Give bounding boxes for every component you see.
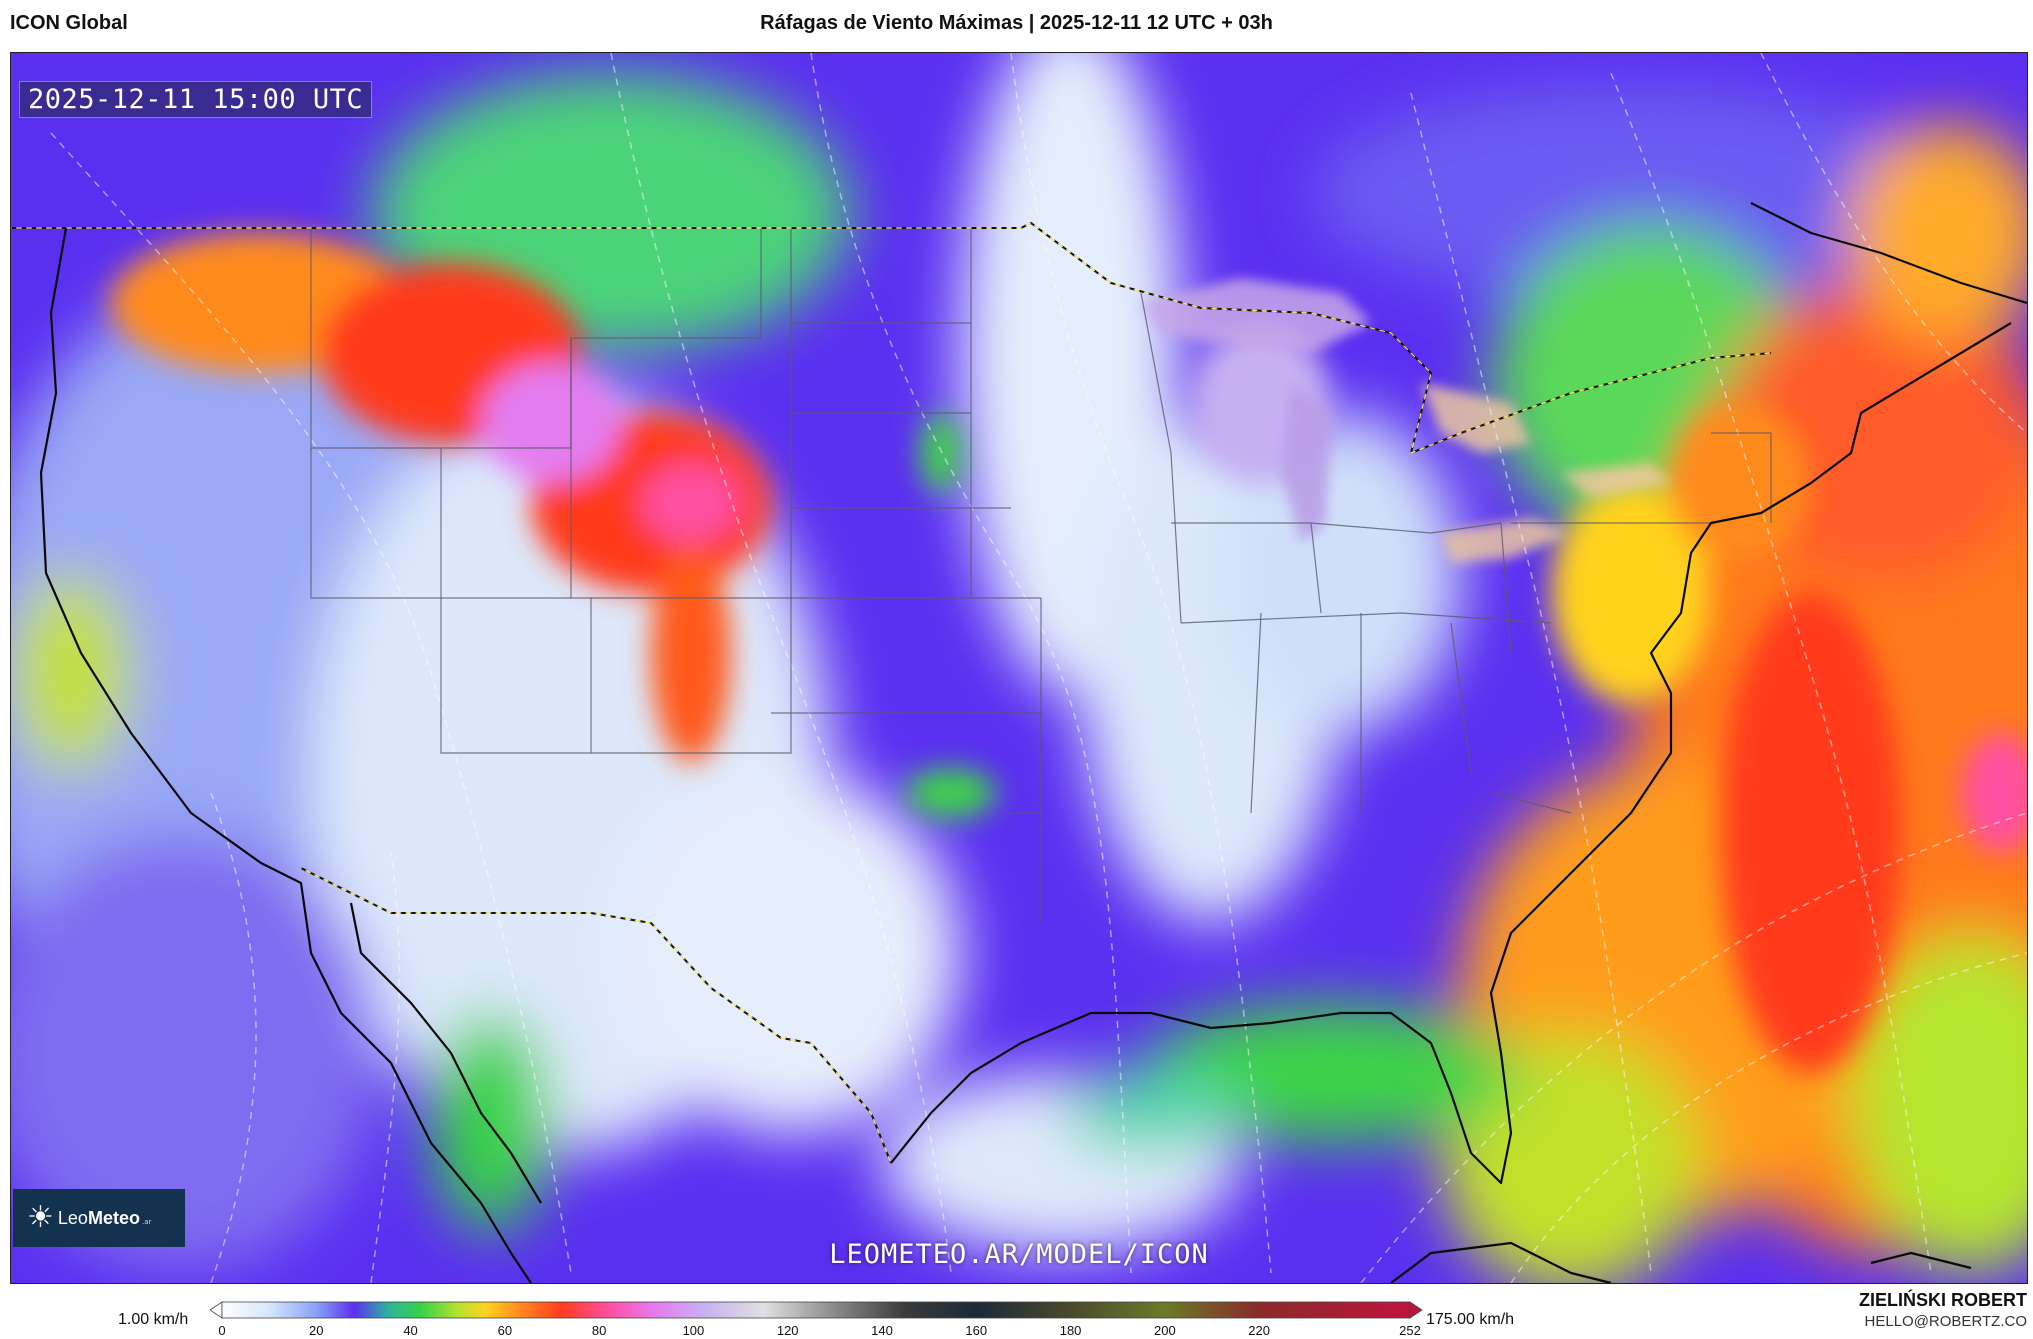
leometeo-logo[interactable]: ☀ LeoMeteo .ar bbox=[13, 1189, 185, 1247]
wind-gust-field bbox=[11, 53, 2027, 1283]
scale-tick-label: 60 bbox=[497, 1323, 513, 1338]
scale-tick-label: 120 bbox=[776, 1323, 799, 1338]
color-scale-bar bbox=[210, 1301, 1422, 1319]
scale-gradient bbox=[221, 1301, 1411, 1319]
logo-suffix: .ar bbox=[141, 1218, 152, 1226]
scale-tick-label: 100 bbox=[682, 1323, 705, 1338]
scale-tick-label: 220 bbox=[1248, 1323, 1270, 1338]
legend-min-label: 1.00 km/h bbox=[118, 1311, 189, 1328]
author-credit: ZIELIŃSKI ROBERT HELLO@ROBERTZ.CO bbox=[1859, 1290, 2027, 1330]
scale-tick-label: 0 bbox=[218, 1323, 226, 1338]
scale-tick-label: 180 bbox=[1059, 1323, 1082, 1338]
scale-tick-label: 160 bbox=[965, 1323, 988, 1338]
wind-gust-map[interactable]: 2025-12-11 15:00 UTC ☀ LeoMeteo .ar LEOM… bbox=[10, 52, 2028, 1284]
scale-max-arrow bbox=[1409, 1301, 1422, 1319]
scale-min-arrow bbox=[210, 1301, 223, 1319]
scale-tick-label: 20 bbox=[309, 1323, 324, 1338]
scale-tick-label: 252 bbox=[1399, 1323, 1421, 1338]
model-url-watermark: LEOMETEO.AR/MODEL/ICON bbox=[829, 1239, 1209, 1270]
sun-icon: ☀ bbox=[27, 1200, 54, 1235]
map-title: Ráfagas de Viento Máximas | 2025-12-11 1… bbox=[760, 12, 1273, 34]
scale-tick-label: 200 bbox=[1153, 1323, 1176, 1338]
scale-tick-label: 80 bbox=[591, 1323, 607, 1338]
model-name: ICON Global bbox=[10, 12, 128, 34]
author-email: HELLO@ROBERTZ.CO bbox=[1864, 1313, 2027, 1330]
valid-time-label: 2025-12-11 15:00 UTC bbox=[19, 81, 373, 118]
author-name: ZIELIŃSKI ROBERT bbox=[1858, 1290, 2027, 1310]
legend-max-label: 175.00 km/h bbox=[1426, 1311, 1515, 1328]
scale-tick-label: 40 bbox=[403, 1323, 418, 1338]
logo-text: LeoMeteo bbox=[57, 1207, 140, 1228]
scale-tick-label: 140 bbox=[871, 1323, 893, 1338]
